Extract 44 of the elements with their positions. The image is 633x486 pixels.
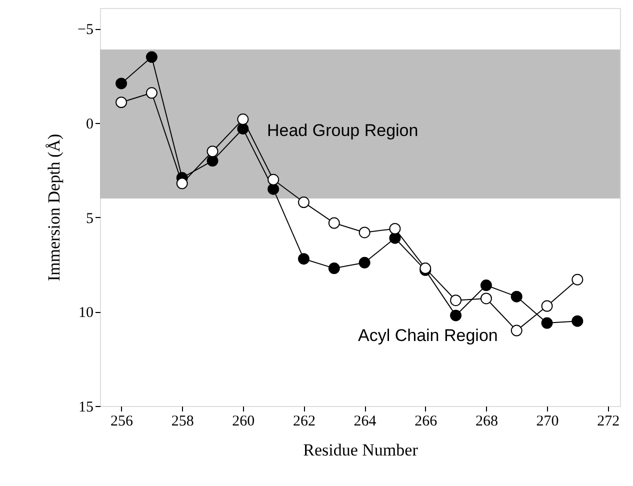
point <box>176 178 188 190</box>
point <box>298 253 310 265</box>
x-axis-title: Residue Number <box>303 440 418 460</box>
x-tick-label: 270 <box>536 414 559 430</box>
y-tick-label: 5 <box>86 210 94 227</box>
x-tick-label: 264 <box>354 414 377 430</box>
point <box>358 256 370 268</box>
point <box>450 310 462 322</box>
point <box>146 87 158 99</box>
point <box>572 315 584 327</box>
point <box>510 290 522 302</box>
x-tick-label: 266 <box>414 414 438 430</box>
point <box>206 146 218 158</box>
point <box>358 226 370 238</box>
point <box>268 174 280 186</box>
x-tick-label: 256 <box>110 414 134 430</box>
point <box>268 183 280 195</box>
point <box>389 232 401 244</box>
point <box>480 292 492 304</box>
point <box>450 294 462 306</box>
y-tick-label: 0 <box>86 116 94 133</box>
point <box>237 114 249 126</box>
point <box>541 317 553 329</box>
y-axis-title: Immersion Depth (Å) <box>44 134 64 282</box>
point <box>116 78 128 90</box>
point <box>298 196 310 208</box>
point <box>328 262 340 274</box>
annotation: Acyl Chain Region <box>358 326 498 345</box>
y-tick-label: 15 <box>78 400 94 416</box>
y-tick-label: −5 <box>78 22 94 38</box>
x-tick-label: 262 <box>292 414 316 430</box>
point <box>541 300 553 312</box>
point <box>206 155 218 167</box>
y-tick-label: 10 <box>78 305 94 322</box>
point <box>510 324 522 336</box>
annotation: Head Group Region <box>267 121 418 140</box>
x-tick-label: 268 <box>475 414 498 430</box>
point <box>146 51 158 63</box>
point <box>328 217 340 229</box>
x-tick-label: 260 <box>232 414 255 430</box>
x-tick-label: 272 <box>597 414 620 430</box>
x-tick-label: 258 <box>171 414 194 430</box>
point <box>116 96 128 108</box>
point <box>480 280 492 292</box>
